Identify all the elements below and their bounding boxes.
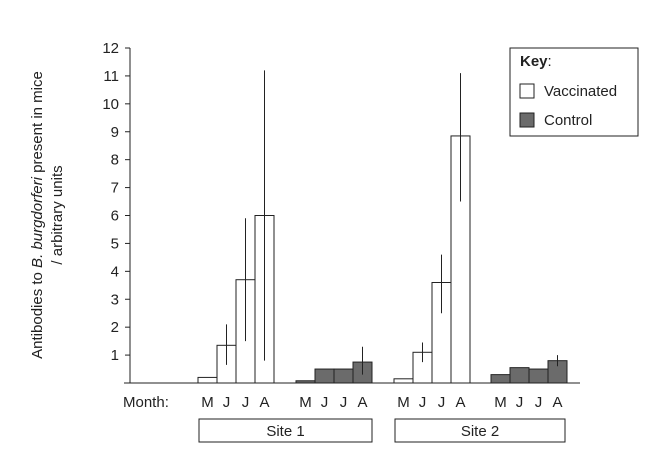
bar-vaccinated [197,376,218,384]
month-label: J [321,394,329,411]
month-label: J [419,394,427,411]
month-label: A [455,394,465,411]
month-label: J [535,394,543,411]
month-label: J [516,394,524,411]
bar-control [490,374,511,384]
y-tick-label: 12 [102,40,119,57]
y-axis-title-line-2: / arbitrary units [49,165,66,264]
month-label: M [494,394,507,411]
month-label: A [357,394,367,411]
y-tick-label: 8 [111,152,119,169]
y-tick-label: 6 [111,208,119,225]
month-label: J [242,394,250,411]
site-label: Site 2 [461,423,499,440]
month-label: A [552,394,562,411]
bar-control [509,367,530,384]
y-axis-title: Antibodies to B. burgdorferi present in … [29,71,66,359]
y-tick-label: 11 [103,68,119,85]
legend-swatch-vaccinated [519,83,535,99]
month-label: A [259,394,269,411]
month-label: M [201,394,214,411]
month-label: J [438,394,446,411]
site-label: Site 1 [266,423,304,440]
site-box [394,418,566,443]
svg-text:Antibodies to B. burgdorferi p: Antibodies to B. burgdorferi present in … [29,71,46,359]
legend-label-control: Control [544,112,592,129]
bar-control [314,368,335,384]
bar-control [333,368,354,384]
legend: Key: Vaccinated Control [509,47,639,137]
bars [197,135,568,384]
legend-swatch-control [519,112,535,128]
y-axis-title-part-3: present in mice [29,71,46,177]
site-labels: Site 1 Site 2 [198,418,566,443]
y-axis-title-species: B. burgdorferi [29,176,46,268]
bar-control [528,368,549,384]
legend-title: Key [520,53,548,70]
legend-label-vaccinated: Vaccinated [544,83,617,100]
y-tick-label: 10 [102,96,119,113]
y-tick-label: 5 [111,235,119,252]
month-label: M [299,394,312,411]
y-tick-label: 3 [111,291,119,308]
y-tick-label: 4 [111,263,119,280]
site-box [198,418,373,443]
error-bars [226,70,558,375]
y-tick-label: 1 [111,347,119,364]
month-label: J [223,394,231,411]
x-axis-prefix: Month: [123,394,169,411]
y-axis-title-part-1: Antibodies to [29,268,46,359]
y-tick-label: 2 [111,319,119,336]
svg-text:Key:: Key: [520,53,552,70]
bar-vaccinated [393,378,414,384]
y-tick-label: 9 [111,124,119,141]
month-label: M [397,394,410,411]
month-label: J [340,394,348,411]
y-tick-label: 7 [111,180,119,197]
